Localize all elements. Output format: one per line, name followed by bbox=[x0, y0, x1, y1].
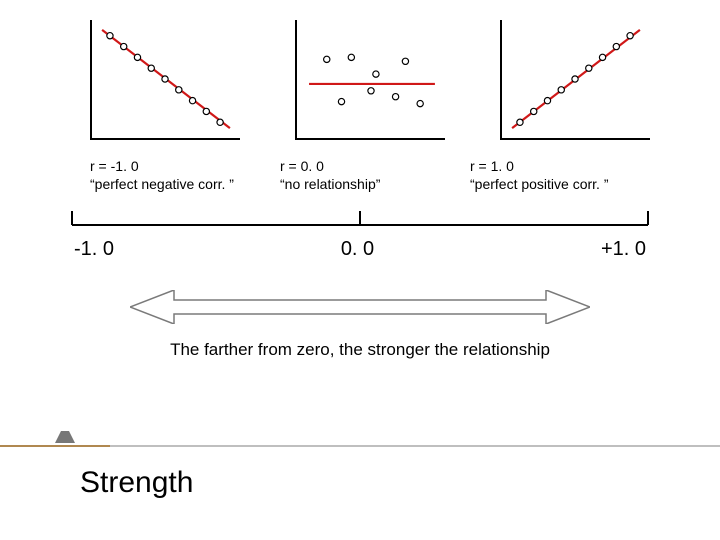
plot-label-pos: r = 1. 0“perfect positive corr. ” bbox=[470, 158, 650, 193]
plot-label-zero: r = 0. 0“no relationship” bbox=[280, 158, 460, 193]
section-title: Strength bbox=[80, 466, 193, 500]
plot-pos bbox=[500, 20, 650, 140]
number-line: -1. 0 0. 0 +1. 0 bbox=[70, 210, 650, 261]
caption-text: The farther from zero, the stronger the … bbox=[0, 340, 720, 360]
double-arrow bbox=[130, 290, 590, 324]
plot-zero bbox=[295, 20, 445, 140]
number-line-svg bbox=[70, 210, 650, 228]
tab-notch-icon bbox=[55, 431, 75, 443]
plot-label-neg: r = -1. 0“perfect negative corr. ” bbox=[90, 158, 270, 193]
plot-labels-row: r = -1. 0“perfect negative corr. ” r = 0.… bbox=[90, 158, 650, 193]
numline-label-left: -1. 0 bbox=[74, 238, 114, 261]
numline-label-mid: 0. 0 bbox=[341, 238, 374, 261]
double-arrow-svg bbox=[130, 290, 590, 324]
scatter-plots-row bbox=[90, 20, 650, 140]
plot-neg bbox=[90, 20, 240, 140]
numline-label-right: +1. 0 bbox=[601, 238, 646, 261]
